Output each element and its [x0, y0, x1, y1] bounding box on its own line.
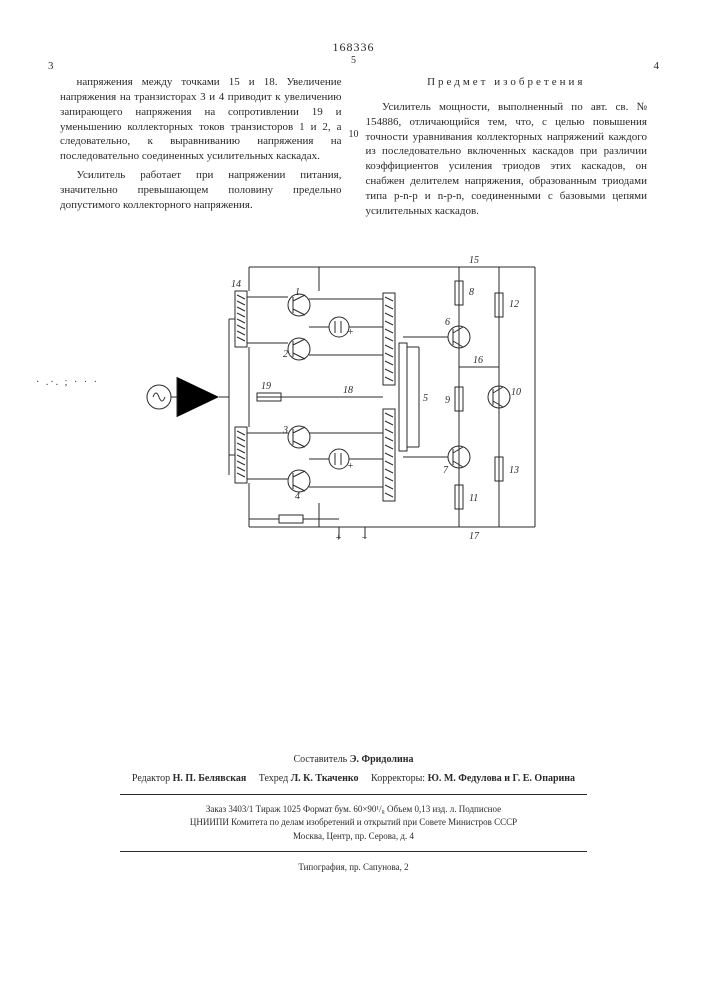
- imprint-line-2: ЦНИИПИ Комитета по делам изобретений и о…: [60, 816, 647, 830]
- tech-name: Л. К. Ткаченко: [291, 773, 359, 784]
- editor-label: Редактор: [132, 773, 170, 784]
- imprint-line-3: Москва, Центр, пр. Серова, д. 4: [60, 830, 647, 844]
- imprint-block: Заказ 3403/1 Тираж 1025 Формат бум. 60×9…: [60, 803, 647, 844]
- label-15: 15: [469, 255, 479, 266]
- compiler-label: Составитель: [294, 754, 348, 765]
- label-1: 1: [295, 287, 300, 298]
- typography-line: Типография, пр. Сапунова, 2: [60, 862, 647, 872]
- label-16: 16: [473, 355, 483, 366]
- cap-top-plus: +: [347, 327, 354, 338]
- subject-of-invention-title: Предмет изобретения: [366, 75, 648, 90]
- patent-page: 168336 3 напряжения между точками 15 и 1…: [0, 0, 707, 1000]
- editorial-line: Редактор Н. П. Белявская Техред Л. К. Тк…: [60, 771, 647, 786]
- separator-bottom: [120, 851, 587, 852]
- label-17: 17: [469, 531, 480, 542]
- label-11: 11: [469, 493, 478, 504]
- imprint-line-1: Заказ 3403/1 Тираж 1025 Формат бум. 60×9…: [60, 803, 647, 817]
- supply-minus: −: [361, 533, 368, 544]
- editor-name: Н. П. Белявская: [173, 773, 247, 784]
- separator-top: [120, 794, 587, 795]
- label-5: 5: [423, 393, 428, 404]
- label-7: 7: [443, 465, 449, 476]
- line-mark-5: 5: [347, 54, 361, 68]
- credits-block: Составитель Э. Фридолина Редактор Н. П. …: [60, 752, 647, 786]
- proof-label: Корректоры:: [371, 773, 425, 784]
- line-mark-10: 10: [347, 128, 361, 142]
- left-paragraph-1: напряжения между точками 15 и 18. Увелич…: [60, 75, 342, 164]
- supply-plus: +: [335, 533, 342, 544]
- left-column: 3 напряжения между точками 15 и 18. Увел…: [60, 75, 342, 223]
- cap-bot-plus: +: [347, 461, 354, 472]
- label-12: 12: [509, 299, 519, 310]
- label-4: 4: [295, 491, 300, 502]
- circuit-diagram: 15 17 8 6 16 9 7: [139, 247, 569, 547]
- label-8: 8: [469, 287, 474, 298]
- proof-names: Ю. М. Федулова и Г. Е. Опарина: [428, 773, 575, 784]
- compiler-line: Составитель Э. Фридолина: [60, 752, 647, 767]
- left-paragraph-2: Усилитель работает при напряжении питани…: [60, 168, 342, 213]
- label-18: 18: [343, 385, 353, 396]
- compiler-name: Э. Фридолина: [350, 754, 414, 765]
- label-9: 9: [445, 395, 450, 406]
- label-13: 13: [509, 465, 519, 476]
- right-column: 4 Предмет изобретения Усилитель мощности…: [366, 75, 648, 223]
- document-number: 168336: [60, 40, 647, 55]
- label-19: 19: [261, 381, 271, 392]
- right-paragraph-1: Усилитель мощности, выполненный по авт. …: [366, 100, 648, 219]
- label-2: 2: [283, 349, 288, 360]
- schematic-figure: 15 17 8 6 16 9 7: [60, 247, 647, 552]
- label-6: 6: [445, 317, 450, 328]
- column-number-left: 3: [48, 59, 54, 74]
- two-column-text: 3 напряжения между точками 15 и 18. Увел…: [60, 75, 647, 223]
- label-10: 10: [511, 387, 521, 398]
- column-number-right: 4: [654, 59, 660, 74]
- label-14: 14: [231, 279, 241, 290]
- scan-artifact: · .·. ; · · ·: [36, 377, 99, 388]
- label-3: 3: [282, 425, 288, 436]
- tech-label: Техред: [259, 773, 288, 784]
